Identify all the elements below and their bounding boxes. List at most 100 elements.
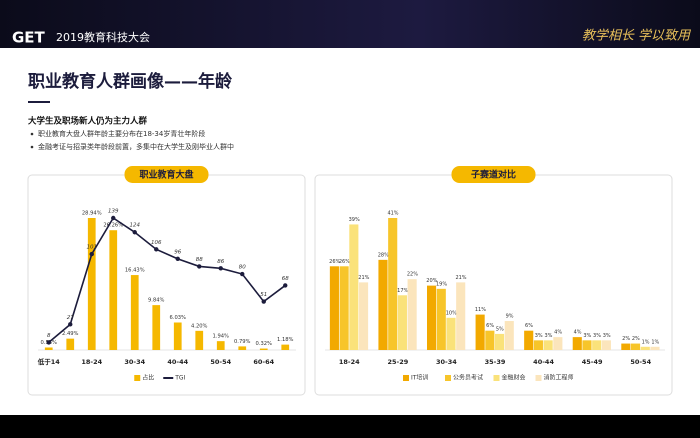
- line-point: [154, 247, 159, 252]
- bar: [592, 340, 602, 350]
- bar: [349, 224, 359, 350]
- value-label: 26%: [339, 259, 350, 265]
- value-label: 2%: [622, 336, 630, 342]
- bar: [407, 279, 417, 350]
- value-label: 20%: [426, 278, 437, 284]
- legend-swatch: [493, 375, 500, 381]
- bar: [152, 305, 161, 350]
- legend-swatch: [403, 375, 409, 381]
- bar: [533, 340, 543, 350]
- bar: [582, 340, 592, 350]
- slogan: 教学相长 学以致用: [582, 28, 692, 44]
- line-point: [218, 266, 223, 271]
- line-value-label: 88: [196, 257, 203, 263]
- line-value-label: 8: [47, 333, 51, 339]
- value-label: 4.20%: [191, 323, 208, 329]
- bar: [173, 322, 182, 350]
- x-tick-label: 25-29: [387, 358, 408, 366]
- bullet-dot: [30, 132, 34, 136]
- x-tick-label: 18-24: [81, 358, 102, 366]
- legend-label: 消防工程师: [544, 374, 574, 382]
- line-point: [132, 230, 137, 235]
- line-value-label: 86: [217, 259, 224, 265]
- bar: [44, 347, 53, 350]
- panel-title-bg: [451, 166, 536, 183]
- bar: [397, 295, 407, 350]
- value-label: 2%: [632, 336, 640, 342]
- line-value-label: 51: [260, 292, 267, 298]
- bar: [495, 333, 505, 350]
- value-label: 4%: [554, 330, 562, 336]
- bar: [259, 348, 268, 350]
- bar: [475, 314, 485, 350]
- x-tick-label: 30-34: [124, 358, 145, 366]
- value-label: 3%: [535, 333, 543, 339]
- value-label: 28%: [378, 252, 389, 258]
- bar: [238, 346, 247, 350]
- value-label: 26.26%: [103, 223, 123, 229]
- bar: [456, 282, 466, 350]
- panel-title-bg: [124, 166, 209, 183]
- legend-label: 占比: [142, 374, 154, 382]
- bar: [601, 340, 611, 350]
- bar: [87, 218, 96, 350]
- line-point: [111, 215, 116, 221]
- value-label: 6%: [486, 323, 494, 329]
- legend-swatch: [445, 375, 451, 381]
- line-point: [261, 299, 266, 304]
- x-tick-label: 30-34: [436, 358, 457, 366]
- x-tick-label: 40-44: [167, 358, 188, 366]
- title-rule: [28, 101, 50, 103]
- value-label: 9%: [506, 314, 514, 320]
- x-tick-label: 40-44: [533, 358, 554, 366]
- value-label: 41%: [387, 211, 398, 217]
- legend-swatch: [134, 375, 141, 381]
- bar: [524, 330, 534, 350]
- value-label: 28.94%: [82, 211, 102, 217]
- legend-label: TGI: [174, 375, 185, 382]
- bar: [446, 317, 456, 350]
- bar: [109, 230, 118, 350]
- value-label: 17%: [397, 288, 408, 294]
- line-value-label: 80: [239, 265, 246, 271]
- line-value-label: 68: [282, 276, 289, 282]
- bullet-dot: [30, 145, 34, 149]
- value-label: 22%: [407, 272, 418, 278]
- line-point: [68, 322, 73, 327]
- value-label: 3%: [544, 333, 552, 339]
- bar: [640, 346, 650, 350]
- legend-label: IT培训: [411, 374, 428, 382]
- logo: GET: [12, 29, 46, 47]
- x-tick-label: 50-54: [630, 358, 651, 366]
- legend-label: 金融财会: [502, 374, 526, 382]
- value-label: 4%: [574, 330, 582, 336]
- bar: [504, 321, 514, 350]
- x-tick-label: 60-64: [253, 358, 274, 366]
- value-label: 6%: [525, 323, 533, 329]
- bar: [553, 337, 563, 350]
- line-value-label: 106: [151, 240, 162, 246]
- x-tick-label: 50-54: [210, 358, 231, 366]
- bar: [436, 288, 446, 350]
- value-label: 39%: [349, 217, 360, 223]
- bar: [66, 338, 75, 350]
- value-label: 10%: [446, 310, 457, 316]
- x-tick-label: 18-24: [339, 358, 360, 366]
- value-label: 1%: [651, 339, 659, 345]
- value-label: 1.94%: [213, 334, 230, 340]
- event-name: 2019教育科技大会: [56, 30, 150, 44]
- value-label: 21%: [358, 275, 369, 281]
- bullet: 金融考证与招录类年龄段前置，多集中在大学生及刚毕业人群中: [38, 142, 234, 151]
- value-label: 16.43%: [125, 268, 145, 274]
- subtitle: 大学生及职场新人仍为主力人群: [28, 116, 148, 127]
- value-label: 0.32%: [256, 341, 273, 347]
- line-point: [175, 256, 180, 262]
- line-point: [197, 264, 202, 269]
- value-label: 2.49%: [62, 331, 79, 337]
- value-label: 3%: [583, 333, 591, 339]
- legend-swatch: [535, 375, 542, 381]
- bar: [359, 282, 369, 350]
- legend-label: 公务员考试: [453, 374, 483, 382]
- line-value-label: 27: [67, 315, 74, 321]
